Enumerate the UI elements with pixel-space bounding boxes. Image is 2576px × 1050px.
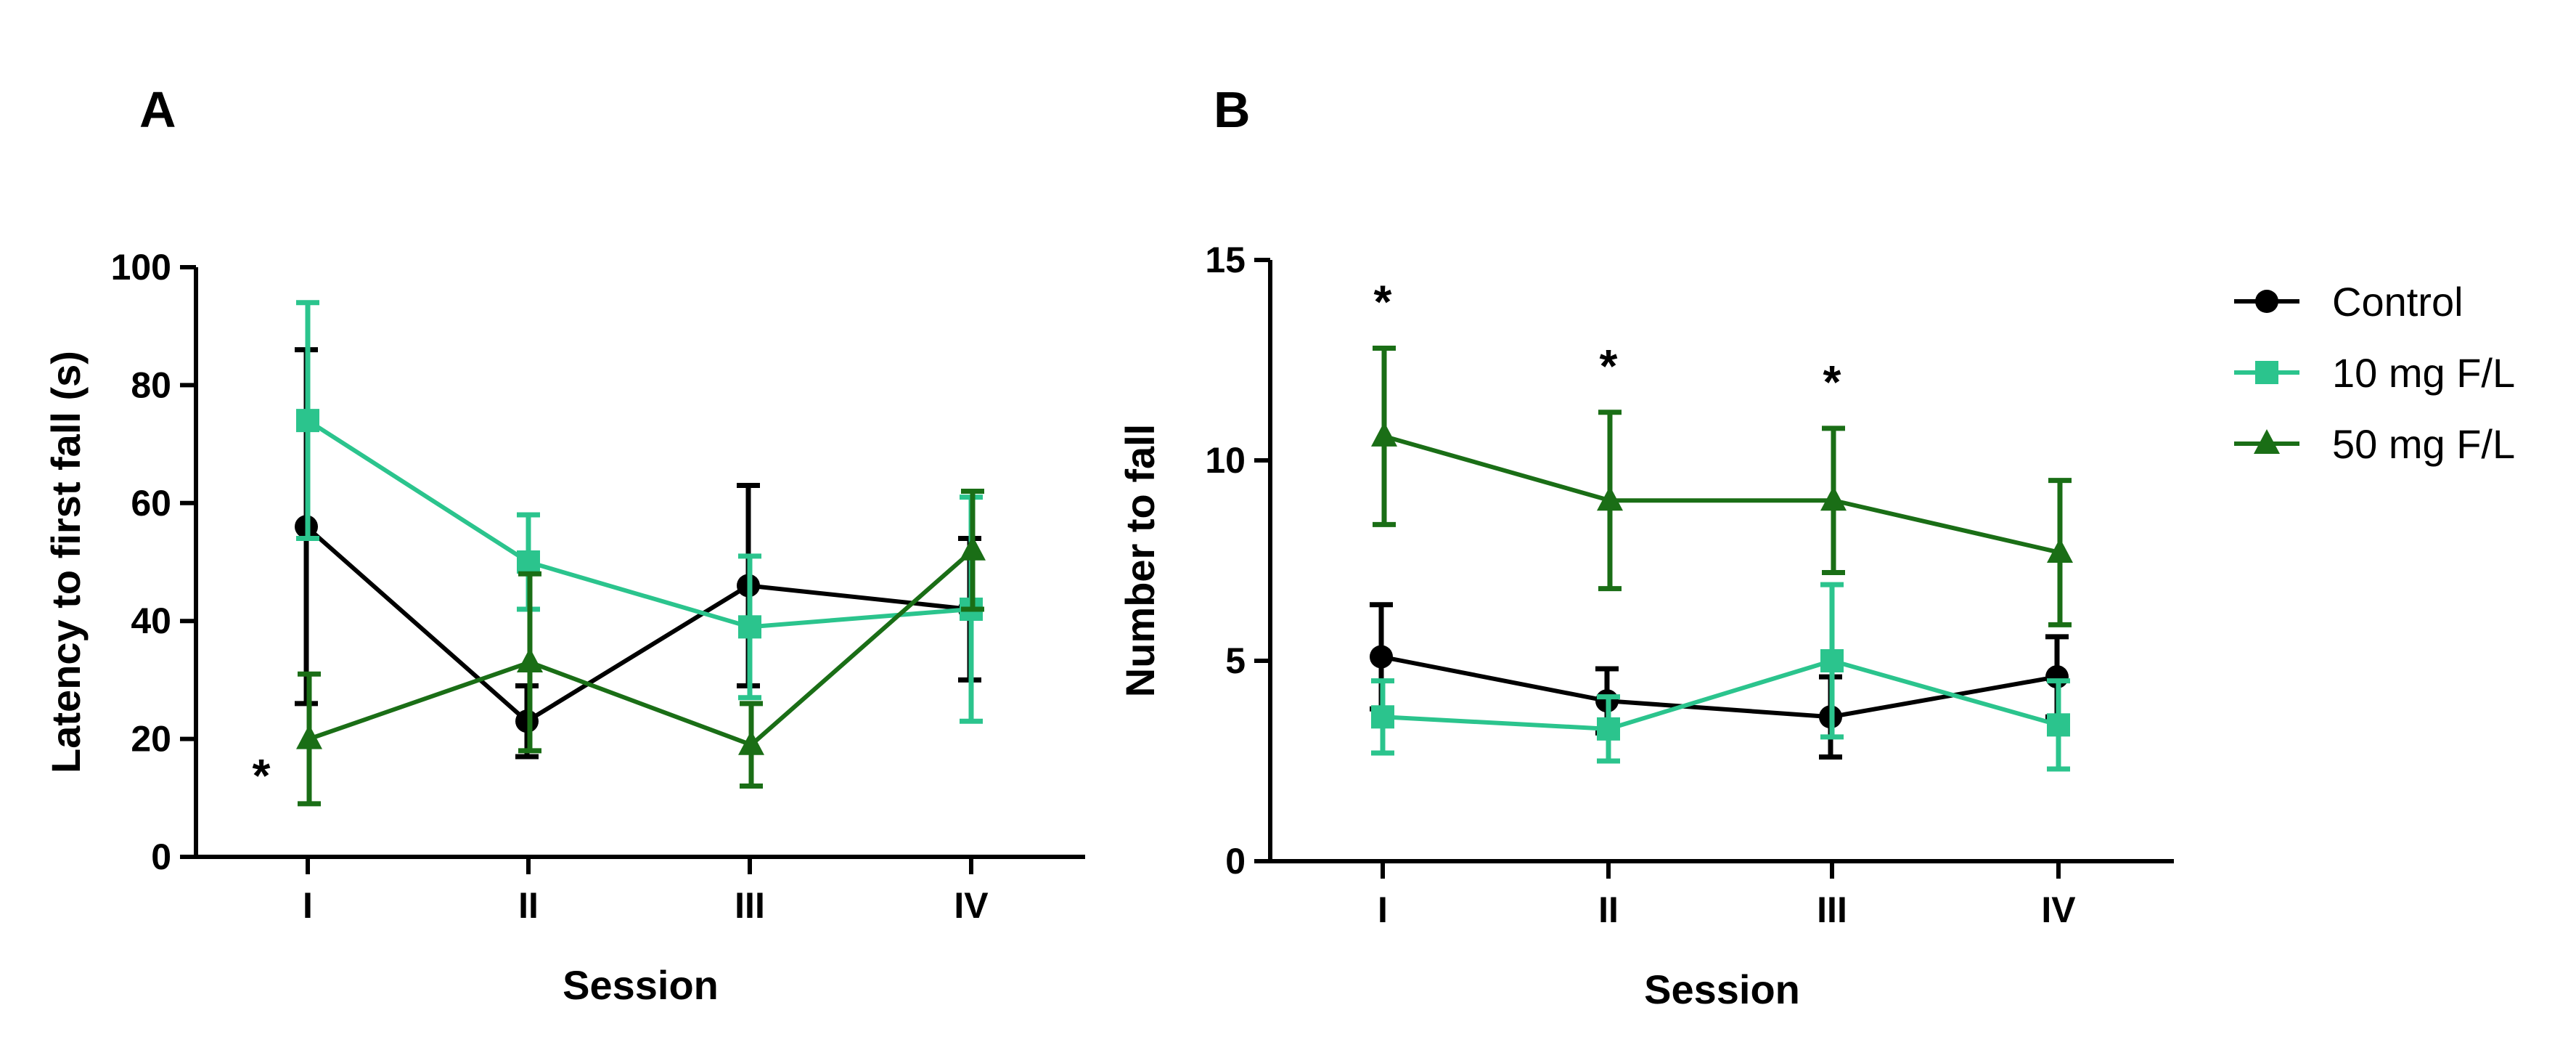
- panel-b-x-tick-label-iv: IV: [2041, 890, 2076, 930]
- panel-a-series-50-mg-f-l-point-i: [296, 724, 322, 749]
- panel-b-series-10-mg-f-l-point-iii: [1820, 649, 1844, 672]
- panel-a-series-10-mg-f-l: [296, 300, 983, 724]
- panel-letter-b: B: [1214, 81, 1251, 138]
- legend-entry-control: Control: [2234, 279, 2463, 325]
- panel-a-y-axis-title: Latency to first fall (s): [43, 351, 89, 773]
- legend-entry-50-mg-f-l: 50 mg F/L: [2234, 421, 2515, 467]
- panel-b-x-tick-label-iii: III: [1817, 890, 1847, 930]
- panel-b-series-10-mg-f-l: [1371, 582, 2070, 772]
- panel-letter-a: A: [139, 81, 176, 138]
- panel-b-x-tick-label-i: I: [1378, 890, 1388, 930]
- legend-entry-10-mg-f-l-marker: [2255, 361, 2278, 384]
- panel-b-series-50-mg-f-l: [1371, 345, 2073, 627]
- legend: Control 10 mg F/L 50 mg F/L: [2234, 279, 2515, 467]
- legend-entry-control-marker: [2255, 290, 2278, 313]
- panel-a-series-10-mg-f-l-point-ii: [517, 550, 540, 574]
- legend-entry-50-mg-f-l-label: 50 mg F/L: [2332, 421, 2515, 467]
- panel-a-y-tick-label-60: 60: [131, 483, 171, 524]
- panel-a-x-tick-label-iv: IV: [954, 885, 989, 926]
- panel-a-x-tick-label-i: I: [303, 885, 313, 926]
- panel-a-y-tick-label-20: 20: [131, 719, 171, 760]
- panel-b-series-10-mg-f-l-point-ii: [1597, 717, 1620, 741]
- panel-b-y-tick-label-0: 0: [1225, 841, 1246, 882]
- panel-a-series-50-mg-f-l-line: [308, 548, 974, 748]
- panel-b-series-50-mg-f-l-point-i: [1371, 421, 1397, 447]
- panel-a-y-tick-label-80: 80: [131, 365, 171, 405]
- panel-b-series-50-mg-f-l-point-iv: [2047, 537, 2073, 563]
- panel-b-series-10-mg-f-l-line: [1382, 658, 2059, 731]
- panel-b-x-axis-title: Session: [1644, 966, 1800, 1012]
- panel-a-series-50-mg-f-l-point-ii: [517, 648, 543, 673]
- panel-b-y-tick-label-15: 15: [1205, 240, 1246, 280]
- panel-b-significance-star-1: *: [1374, 275, 1392, 327]
- panel-b-series-control-line: [1381, 654, 2058, 720]
- panel-a-x-axis-title: Session: [563, 962, 719, 1008]
- panel-a-y-tick-label-40: 40: [131, 601, 171, 641]
- panel-a-series-control: [295, 347, 981, 760]
- panel-a-significance-star-1: *: [253, 749, 271, 802]
- legend-entry-50-mg-f-l-marker: [2254, 429, 2280, 454]
- panel-a-y-tick-label-100: 100: [111, 247, 171, 288]
- panel-a-series-50-mg-f-l-point-iii: [738, 730, 764, 755]
- panel-a-series-50-mg-f-l: [296, 489, 986, 807]
- panel-b-series-control-point-i: [1370, 645, 1393, 669]
- panel-a-series-10-mg-f-l-point-i: [296, 409, 319, 433]
- panel-a-series-50-mg-f-l-point-iv: [960, 535, 986, 561]
- panel-b-y-tick-label-10: 10: [1205, 440, 1246, 481]
- panel-b-series-control: [1370, 602, 2069, 760]
- panel-b-series-10-mg-f-l-point-i: [1371, 705, 1394, 729]
- panel-b-series-50-mg-f-l-point-ii: [1597, 486, 1623, 511]
- panel-b-y-tick-label-5: 5: [1225, 640, 1246, 681]
- panel-a-series-control-line: [305, 525, 970, 724]
- panel-a-y-tick-label-0: 0: [151, 837, 171, 877]
- panel-a-series-10-mg-f-l-point-iii: [738, 615, 761, 639]
- panel-a-series-control-point-ii: [515, 709, 539, 733]
- panel-b-x-tick-label-ii: II: [1598, 890, 1619, 930]
- panel-b-significance-star-2: *: [1600, 340, 1618, 392]
- legend-entry-10-mg-f-l: 10 mg F/L: [2234, 350, 2515, 396]
- legend-entry-control-label: Control: [2332, 279, 2463, 325]
- legend-entry-10-mg-f-l-label: 10 mg F/L: [2332, 350, 2515, 396]
- panel-b-series-10-mg-f-l-point-iv: [2047, 713, 2070, 737]
- panel-b-significance-star-3: *: [1823, 356, 1841, 408]
- panel-b-series-50-mg-f-l-line: [1383, 434, 2061, 555]
- panel-b-y-axis-title: Number to fall: [1117, 424, 1163, 697]
- panel-b-series-50-mg-f-l-point-iii: [1820, 486, 1847, 511]
- panel-a-x-tick-label-iii: III: [735, 885, 765, 926]
- panel-a-series-10-mg-f-l-line: [306, 418, 972, 630]
- panel-a-x-tick-label-ii: II: [518, 885, 539, 926]
